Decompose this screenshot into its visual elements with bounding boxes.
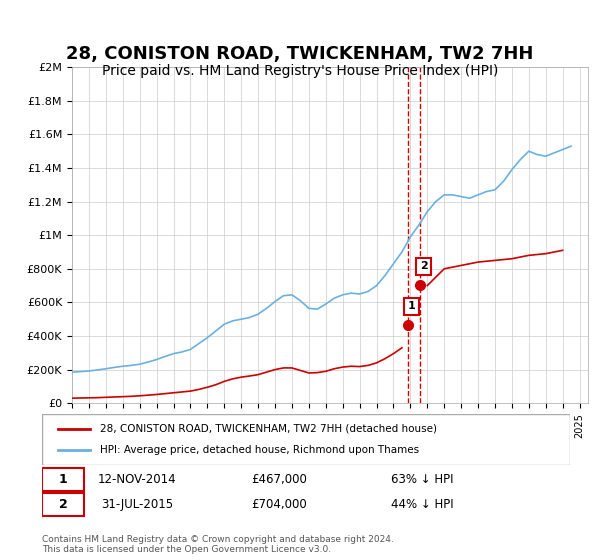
- FancyBboxPatch shape: [42, 414, 570, 465]
- Text: Contains HM Land Registry data © Crown copyright and database right 2024.
This d: Contains HM Land Registry data © Crown c…: [42, 535, 394, 554]
- Text: 28, CONISTON ROAD, TWICKENHAM, TW2 7HH (detached house): 28, CONISTON ROAD, TWICKENHAM, TW2 7HH (…: [100, 423, 437, 433]
- Text: 1: 1: [59, 473, 67, 486]
- Text: 63% ↓ HPI: 63% ↓ HPI: [391, 473, 454, 486]
- Text: 44% ↓ HPI: 44% ↓ HPI: [391, 498, 454, 511]
- Text: £467,000: £467,000: [251, 473, 308, 486]
- Text: HPI: Average price, detached house, Richmond upon Thames: HPI: Average price, detached house, Rich…: [100, 445, 419, 455]
- FancyBboxPatch shape: [42, 468, 84, 491]
- Text: £704,000: £704,000: [252, 498, 307, 511]
- Text: 31-JUL-2015: 31-JUL-2015: [101, 498, 173, 511]
- Text: 2: 2: [59, 498, 67, 511]
- Text: 1: 1: [407, 301, 415, 311]
- Text: 12-NOV-2014: 12-NOV-2014: [98, 473, 176, 486]
- Text: Price paid vs. HM Land Registry's House Price Index (HPI): Price paid vs. HM Land Registry's House …: [102, 64, 498, 78]
- Text: 28, CONISTON ROAD, TWICKENHAM, TW2 7HH: 28, CONISTON ROAD, TWICKENHAM, TW2 7HH: [67, 45, 533, 63]
- Text: 2: 2: [419, 262, 427, 272]
- FancyBboxPatch shape: [42, 493, 84, 516]
